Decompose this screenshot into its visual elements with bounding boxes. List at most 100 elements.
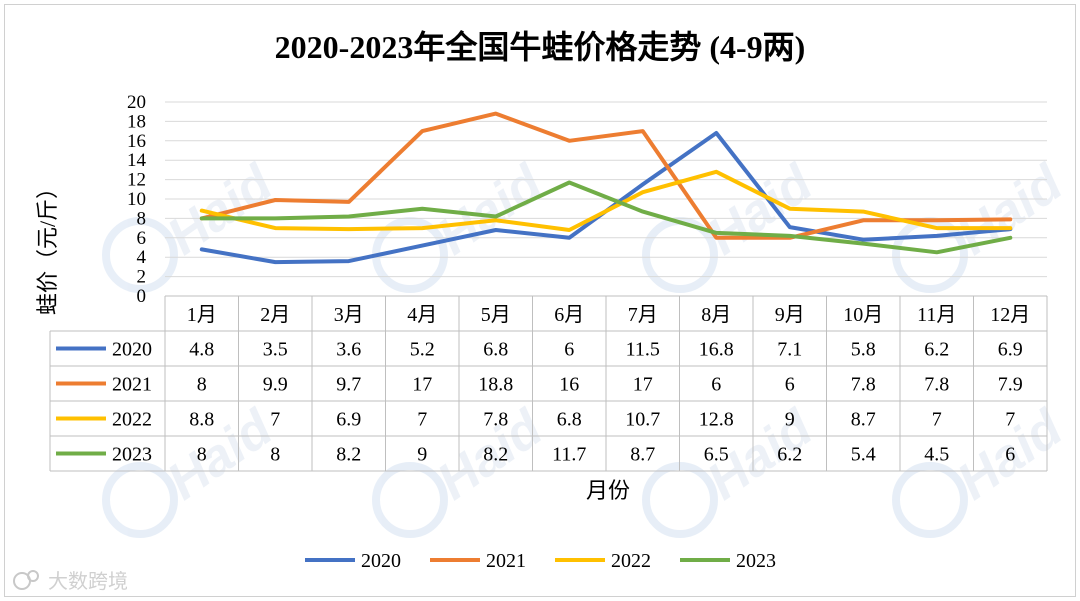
table-cell-value: 8	[197, 444, 207, 466]
table-cell-value: 7.8	[483, 409, 508, 431]
series-lines	[199, 111, 1013, 265]
table-cell-value: 7.1	[777, 339, 802, 361]
table-cell-value: 4.5	[924, 444, 949, 466]
legend-label: 2022	[611, 550, 651, 572]
table-series-name: 2021	[112, 374, 152, 396]
table-cell-value: 16	[559, 374, 579, 396]
watermark-logo: Haid	[642, 398, 824, 538]
data-table: 1月 2月 3月 4月 5月 6月 7月 8月 9月 10月 11月 12月 2020 4.8 3.5 3.6…	[49, 295, 1048, 472]
table-cell-value: 9.7	[336, 374, 361, 396]
table-cell-value: 7.8	[851, 374, 876, 396]
table-cell-value: 5.2	[410, 339, 435, 361]
table-series-name: 2020	[112, 339, 152, 361]
table-cell-value: 6.8	[557, 409, 582, 431]
table-cell-value: 11.7	[552, 444, 586, 466]
table-cell-value: 8.7	[851, 409, 876, 431]
legend-label: 2021	[486, 550, 526, 572]
table-cell-value: 8	[270, 444, 280, 466]
table-cell-value: 8.2	[483, 444, 508, 466]
watermark-ring-icon	[892, 217, 968, 293]
watermark-ring-icon	[102, 217, 178, 293]
table-cell-value: 6	[785, 374, 795, 396]
table-cell-value: 7	[417, 409, 427, 431]
table-cell-value: 6	[711, 374, 721, 396]
table-cell-value: 7.8	[924, 374, 949, 396]
table-cell-value: 6.9	[336, 409, 361, 431]
y-tick-label: 10	[127, 189, 146, 210]
series-line-2023	[199, 180, 1013, 255]
x-tick-label: 3月	[334, 304, 364, 326]
watermark-logo: Haid	[372, 153, 554, 293]
y-tick-label: 14	[127, 150, 147, 171]
x-tick-label: 11月	[917, 304, 956, 326]
table-cell-value: 6	[1005, 444, 1015, 466]
table-cell-value: 6.2	[777, 444, 802, 466]
footer-logo-icon-small	[27, 570, 39, 582]
table-cell-value: 5.8	[851, 339, 876, 361]
y-axis-label: 蛙价（元/斤）	[35, 177, 60, 315]
table-cell-value: 7	[1005, 409, 1015, 431]
table-cell-value: 9	[785, 409, 795, 431]
watermark-ring-icon	[892, 462, 968, 538]
watermark-ring-icon	[102, 462, 178, 538]
footer-brand-text: 大数跨境	[48, 569, 128, 593]
table-cell-value: 9.9	[263, 374, 288, 396]
x-axis-label: 月份	[586, 478, 630, 503]
chart-title: 2020-2023年全国牛蛙价格走势 (4-9两)	[275, 29, 806, 65]
table-cell-value: 5.4	[851, 444, 876, 466]
legend-label: 2023	[736, 550, 776, 572]
y-tick-label: 18	[127, 111, 146, 132]
table-cell-value: 6.5	[704, 444, 729, 466]
chart-frame	[4, 4, 1076, 597]
y-tick-label: 12	[127, 170, 146, 191]
table-cell-value: 17	[412, 374, 432, 396]
table-cell-value: 7.9	[998, 374, 1023, 396]
table-cell-value: 12.8	[699, 409, 734, 431]
x-tick-label: 1月	[187, 304, 217, 326]
y-tick-label: 0	[137, 286, 147, 307]
y-tick-label: 6	[137, 228, 147, 249]
legend: 2020 2021 2022 2023	[305, 550, 776, 572]
x-tick-label: 5月	[481, 304, 511, 326]
table-cell-value: 8.2	[336, 444, 361, 466]
table-cell-value: 18.8	[478, 374, 513, 396]
table-cell-value: 6.2	[924, 339, 949, 361]
watermark-ring-icon	[642, 462, 718, 538]
series-line-2022	[199, 169, 1013, 232]
x-tick-label: 12月	[990, 304, 1030, 326]
table-cell-value: 8.7	[630, 444, 655, 466]
x-tick-label: 4月	[407, 304, 437, 326]
x-tick-label: 9月	[775, 304, 805, 326]
table-cell-value: 10.7	[625, 409, 660, 431]
table-cell-value: 8	[197, 374, 207, 396]
table-cell-value: 3.5	[263, 339, 288, 361]
table-cell-value: 6.9	[998, 339, 1023, 361]
watermark-logo: Haid	[372, 398, 554, 538]
legend-label: 2020	[361, 550, 401, 572]
table-cell-value: 4.8	[189, 339, 214, 361]
table-cell-value: 6	[564, 339, 574, 361]
table-cell-value: 6.8	[483, 339, 508, 361]
footer-logo: 大数跨境	[13, 569, 128, 593]
y-tick-label: 16	[127, 131, 146, 152]
y-tick-label: 2	[137, 267, 147, 288]
table-series-name: 2022	[112, 409, 152, 431]
table-cell-value: 16.8	[699, 339, 734, 361]
watermark-ring-icon	[372, 462, 448, 538]
gridlines	[165, 101, 1047, 278]
y-tick-label: 20	[127, 92, 146, 113]
x-tick-label: 2月	[260, 304, 290, 326]
table-cell-value: 17	[633, 374, 653, 396]
table-cell-value: 8.8	[189, 409, 214, 431]
x-tick-label: 8月	[701, 304, 731, 326]
table-cell-value: 3.6	[336, 339, 361, 361]
table-cell-value: 7	[270, 409, 280, 431]
table-cell-value: 7	[932, 409, 942, 431]
y-tick-label: 8	[137, 208, 147, 229]
x-tick-label: 7月	[628, 304, 658, 326]
y-tick-label: 4	[137, 247, 147, 268]
table-cell-value: 9	[417, 444, 427, 466]
table-cell-value: 11.5	[626, 339, 660, 361]
